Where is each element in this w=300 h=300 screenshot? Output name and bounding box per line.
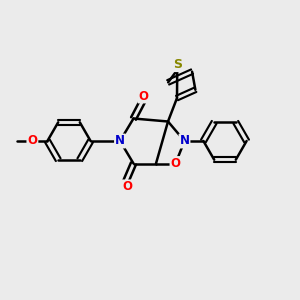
Text: O: O	[138, 89, 148, 103]
Text: O: O	[27, 134, 38, 148]
Text: N: N	[115, 134, 125, 148]
Text: O: O	[170, 157, 181, 170]
Text: O: O	[122, 180, 132, 194]
Text: S: S	[173, 58, 182, 71]
Text: N: N	[179, 134, 190, 148]
